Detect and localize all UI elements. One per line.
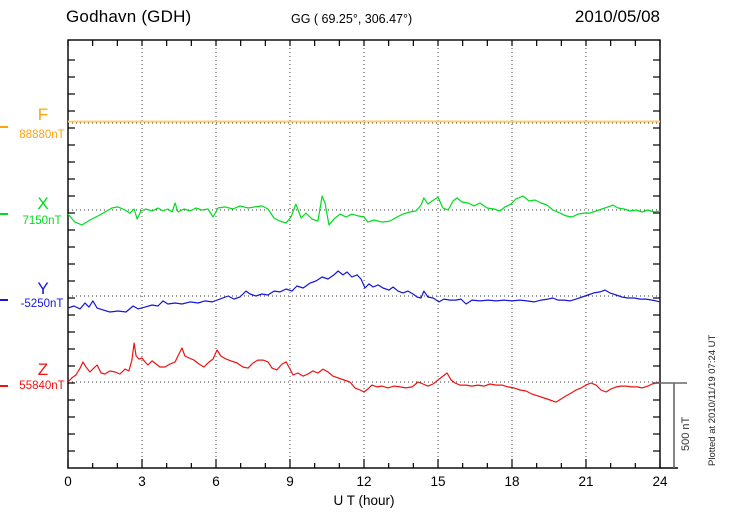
component-baseline-value-F: 88880nT <box>19 129 65 141</box>
trace-Y <box>67 270 661 313</box>
x-tick-label-6: 6 <box>212 474 220 489</box>
plot-timestamp-note: Plotted at 2010/11/19 07:24 UT <box>707 334 718 466</box>
x-axis-title: U T (hour) <box>333 493 395 508</box>
date-label: 2010/05/08 <box>574 7 660 26</box>
x-tick-label-12: 12 <box>356 474 372 489</box>
component-label-Y: Y <box>37 279 49 298</box>
component-baseline-value-Z: 55840nT <box>19 380 65 392</box>
component-baseline-value-Y: -5250nT <box>20 298 64 310</box>
x-tick-label-24: 24 <box>652 474 668 489</box>
component-label-X: X <box>37 194 49 213</box>
x-tick-label-18: 18 <box>504 474 520 489</box>
x-tick-label-9: 9 <box>286 474 294 489</box>
x-tick-label-3: 3 <box>138 474 146 489</box>
component-label-Z: Z <box>37 360 49 379</box>
trace-X <box>67 195 661 226</box>
x-tick-label-0: 0 <box>64 474 72 489</box>
observatory-coordinates: GG ( 69.25°, 306.47°) <box>291 12 413 26</box>
component-baseline-value-X: 7150nT <box>22 215 62 227</box>
component-label-F: F <box>37 105 49 124</box>
trace-Z <box>67 342 661 403</box>
x-tick-label-21: 21 <box>578 474 594 489</box>
station-title: Godhavn (GDH) <box>66 7 192 26</box>
x-tick-label-15: 15 <box>430 474 446 489</box>
scale-bar-label: 500 nT <box>680 416 692 452</box>
